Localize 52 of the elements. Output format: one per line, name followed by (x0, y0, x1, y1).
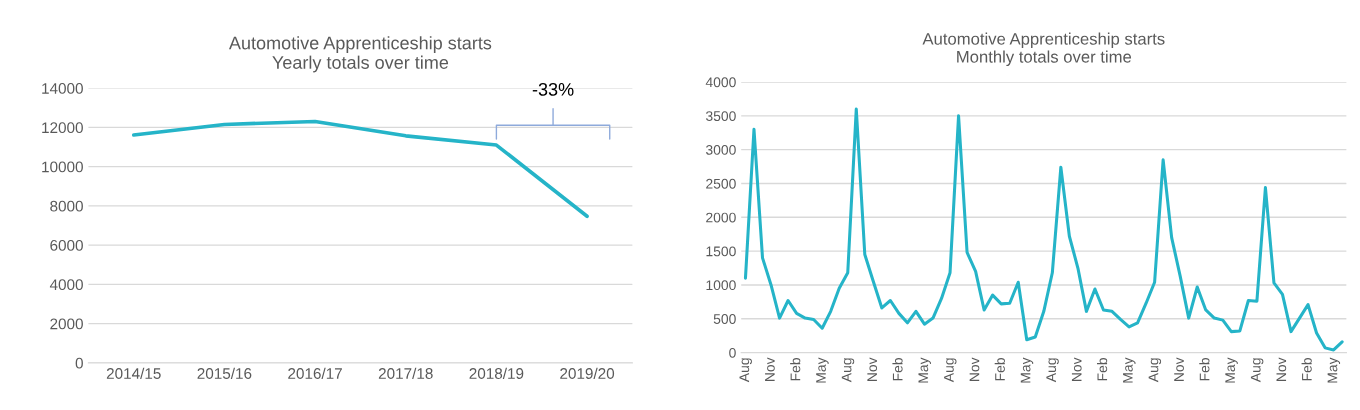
x-tick-label: Aug (1046, 358, 1059, 383)
x-tick-label: 2017/18 (378, 367, 433, 379)
x-tick-label: Feb (994, 358, 1005, 381)
x-tick-label: Nov (969, 357, 980, 382)
x-tick-label: 2015/16 (197, 367, 252, 379)
y-tick-label: 14000 (42, 83, 83, 94)
x-tick-label: May (1020, 357, 1034, 383)
y-tick-label: 3500 (705, 111, 736, 121)
x-tick-label: Feb (1301, 358, 1312, 381)
x-tick-label: Aug (739, 358, 752, 383)
y-tick-label: 1500 (706, 246, 736, 257)
x-tick-label: Aug (944, 358, 957, 383)
y-tick-label: 12000 (42, 122, 83, 134)
x-tick-label: 2014/15 (106, 367, 161, 379)
x-tick-label: Nov (1174, 357, 1184, 382)
y-tick-label: 4000 (49, 279, 83, 291)
y-tick-label: 4000 (705, 77, 736, 88)
x-tick-label: May (1225, 357, 1238, 383)
line-series (743, 107, 1344, 352)
x-tick-label: Feb (1199, 358, 1210, 381)
x-tick-label: Nov (765, 357, 775, 382)
x-tick-label: 2016/17 (288, 367, 342, 379)
y-tick-label: 1000 (706, 280, 736, 291)
x-tick-label: Aug (841, 358, 855, 383)
x-tick-label: Feb (1096, 358, 1108, 381)
y-tick-label: 2500 (706, 178, 736, 189)
x-tick-label: Nov (1276, 357, 1287, 382)
x-tick-label: Aug (1250, 358, 1264, 383)
chart-title: Automotive Apprenticeship starts Monthly totals over time (922, 32, 1165, 67)
chart-title: Automotive Apprenticeship starts Yearly totals over time (228, 36, 492, 73)
x-tick-label: Nov (867, 357, 878, 382)
x-tick-label: 2018/19 (469, 367, 524, 379)
x-tick-label: Feb (892, 358, 903, 381)
line-series (131, 119, 589, 219)
x-tick-label: Nov (1071, 357, 1082, 382)
x-tick-label: May (816, 357, 829, 383)
y-tick-label: 3000 (705, 144, 736, 155)
x-tick-label: May (918, 357, 931, 383)
y-tick-label: 2000 (50, 318, 83, 330)
x-tick-label: Feb (790, 358, 801, 381)
x-tick-label: May (1327, 357, 1341, 383)
y-tick-label: 0 (729, 347, 736, 358)
y-tick-label: 10000 (42, 161, 83, 173)
x-tick-label: 2019/20 (560, 367, 615, 379)
y-tick-label: 8000 (50, 200, 83, 212)
y-tick-label: 0 (75, 357, 83, 369)
x-tick-label: May (1123, 357, 1136, 383)
annotation: -33% (532, 82, 574, 96)
x-tick-label: Aug (1148, 358, 1162, 383)
y-tick-label: 500 (713, 314, 736, 324)
y-tick-label: 2000 (706, 212, 736, 223)
y-tick-label: 6000 (50, 239, 83, 251)
